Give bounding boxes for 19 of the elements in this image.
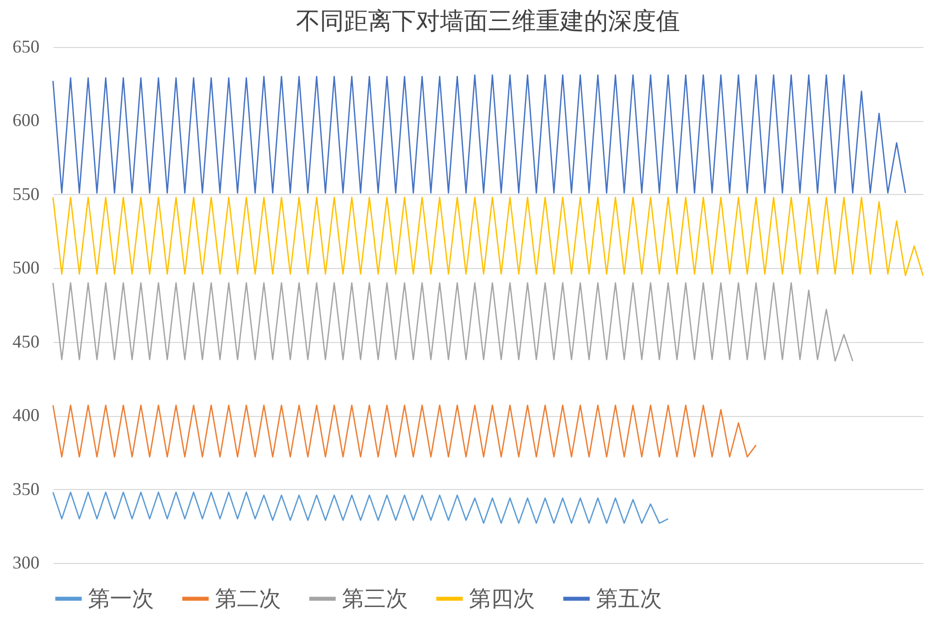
y-tick-label: 350 bbox=[12, 478, 40, 499]
y-tick-label: 400 bbox=[12, 405, 40, 426]
chart-title: 不同距离下对墙面三维重建的深度值 bbox=[296, 8, 680, 35]
legend-label: 第四次 bbox=[469, 586, 535, 611]
y-tick-label: 600 bbox=[12, 110, 40, 130]
legend-label: 第一次 bbox=[88, 586, 154, 611]
line-series bbox=[52, 196, 924, 276]
legend-label: 第五次 bbox=[596, 586, 662, 611]
y-tick-label: 650 bbox=[12, 36, 40, 56]
y-tick-label: 450 bbox=[12, 331, 40, 352]
legend-label: 第三次 bbox=[342, 586, 408, 611]
y-tick-label: 300 bbox=[12, 552, 40, 572]
line-series bbox=[52, 74, 906, 194]
line-series bbox=[52, 404, 757, 458]
line-series bbox=[52, 492, 669, 524]
line-series bbox=[52, 282, 854, 362]
legend-label: 第二次 bbox=[215, 586, 281, 611]
y-tick-label: 500 bbox=[12, 258, 40, 278]
y-tick-label: 550 bbox=[12, 184, 40, 204]
